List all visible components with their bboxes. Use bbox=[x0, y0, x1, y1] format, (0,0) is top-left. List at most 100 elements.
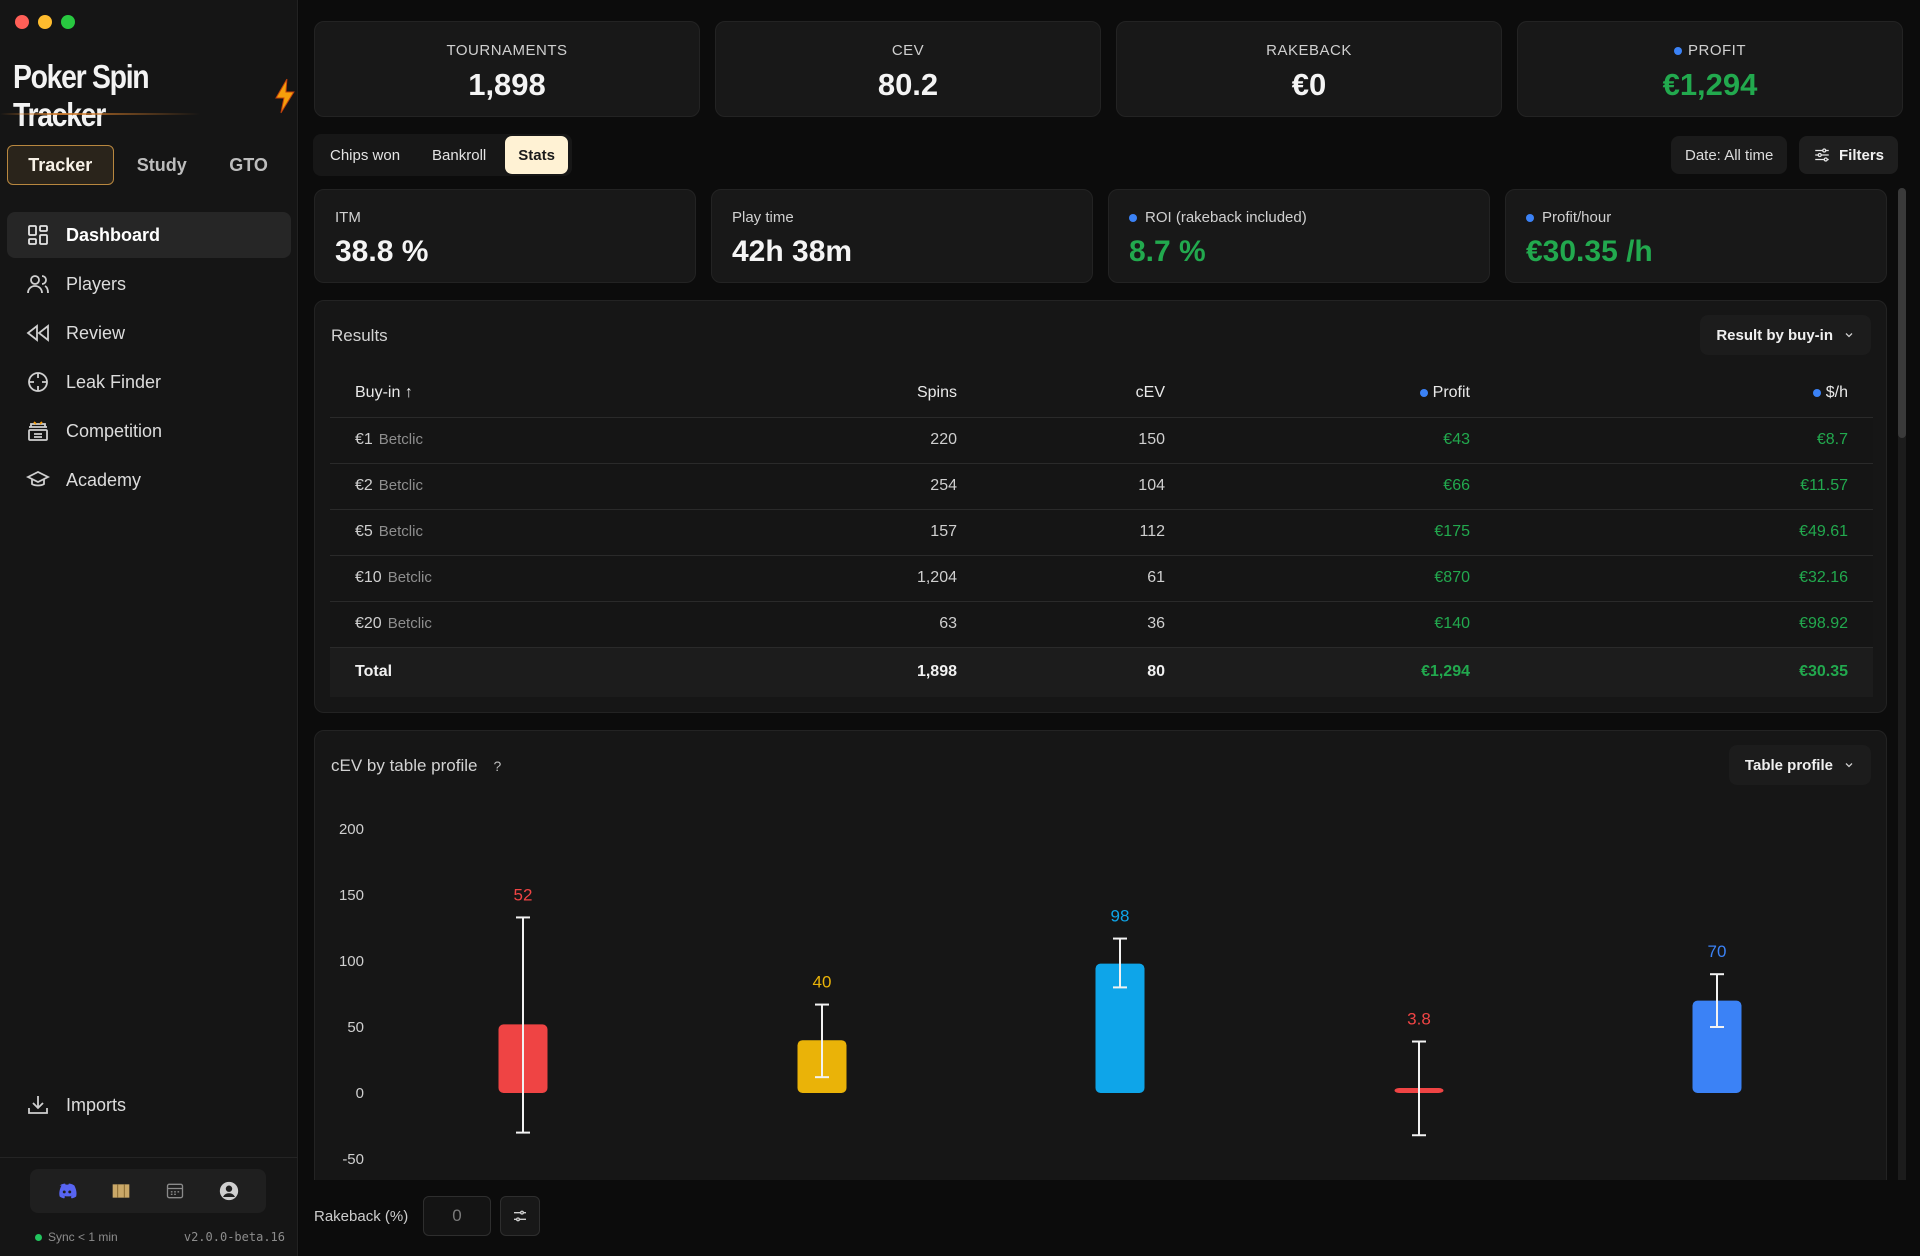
account-icon[interactable] bbox=[217, 1179, 241, 1203]
stat-card-itm: ITM 38.8 % bbox=[314, 189, 696, 283]
users-icon bbox=[27, 275, 49, 294]
stat-label-text: ROI (rakeback included) bbox=[1145, 209, 1307, 226]
cell-profit: €1,294 bbox=[1190, 646, 1495, 697]
imports-section: Imports bbox=[7, 1082, 291, 1131]
sidebar-item-players[interactable]: Players bbox=[7, 261, 291, 307]
col-profit-header[interactable]: Profit bbox=[1190, 369, 1495, 417]
cev-value-label: 3.8 bbox=[1407, 1010, 1431, 1029]
stat-label: ITM bbox=[335, 209, 361, 226]
table-row[interactable]: €2 Betclic 254 104 €66 €11.57 bbox=[330, 462, 1873, 509]
sidebar: Poker Spin Tracker Tracker Study GTO Das… bbox=[0, 0, 298, 1256]
result-by-dropdown[interactable]: Result by buy-in bbox=[1700, 315, 1871, 355]
col-buyin-header[interactable]: Buy-in ↑ bbox=[330, 369, 690, 417]
table-profile-dropdown[interactable]: Table profile bbox=[1728, 745, 1871, 785]
rakeback-settings-button[interactable] bbox=[500, 1196, 540, 1236]
cell-spins: 63 bbox=[690, 600, 982, 647]
minimize-window-button[interactable] bbox=[38, 15, 52, 29]
cell-spins: 1,204 bbox=[690, 554, 982, 601]
calendar-icon[interactable] bbox=[163, 1179, 187, 1203]
cev-value-label: 70 bbox=[1708, 942, 1727, 961]
version-label: v2.0.0-beta.16 bbox=[183, 1230, 285, 1244]
scrollbar[interactable] bbox=[1898, 188, 1906, 1188]
sidebar-item-label: Imports bbox=[66, 1094, 127, 1115]
sidebar-item-dashboard[interactable]: Dashboard bbox=[7, 212, 291, 258]
tab-tracker[interactable]: Tracker bbox=[7, 145, 114, 185]
buyin-amount: €1 bbox=[355, 431, 373, 448]
col-spins-header[interactable]: Spins bbox=[916, 383, 957, 401]
filters-label: Filters bbox=[1839, 146, 1885, 164]
graduation-cap-icon bbox=[26, 470, 50, 487]
site-name: Betclic bbox=[387, 569, 432, 586]
help-icon[interactable]: ? bbox=[493, 758, 502, 774]
kpi-label: CEV bbox=[891, 42, 925, 59]
blue-dot-icon bbox=[1813, 388, 1822, 397]
sidebar-item-label: Competition bbox=[66, 420, 163, 441]
tab-stats[interactable]: Stats bbox=[505, 136, 568, 174]
col-perhour-header[interactable]: $/h bbox=[1495, 369, 1873, 417]
tab-study[interactable]: Study bbox=[136, 154, 187, 175]
stat-label: ROI (rakeback included) bbox=[1129, 209, 1489, 226]
y-tick-label: -50 bbox=[342, 1151, 364, 1168]
sidebar-item-leak-finder[interactable]: Leak Finder bbox=[7, 359, 291, 405]
rakeback-input[interactable] bbox=[423, 1196, 491, 1236]
dropdown-label: Result by buy-in bbox=[1716, 326, 1833, 344]
cell-profit: €43 bbox=[1190, 416, 1495, 463]
col-cev-header[interactable]: cEV bbox=[1135, 383, 1165, 401]
blue-dot-icon bbox=[1420, 388, 1429, 397]
kpi-value: €0 bbox=[1291, 67, 1327, 102]
discord-icon[interactable] bbox=[55, 1179, 79, 1203]
kpi-value: 1,898 bbox=[468, 67, 546, 102]
kpi-card-tournaments: TOURNAMENTS 1,898 bbox=[314, 21, 700, 117]
brand: Poker Spin Tracker bbox=[13, 58, 297, 134]
date-filter-label: Date: All time bbox=[1685, 146, 1774, 164]
divider bbox=[0, 1157, 298, 1158]
y-tick-label: 50 bbox=[347, 1019, 364, 1036]
sidebar-item-label: Players bbox=[66, 273, 127, 294]
date-filter-button[interactable]: Date: All time bbox=[1671, 136, 1788, 174]
cell-cev: 104 bbox=[982, 462, 1190, 509]
kpi-card-cev: CEV 80.2 bbox=[715, 21, 1101, 117]
results-title: Results bbox=[331, 326, 388, 345]
results-card: Results Result by buy-in Buy-in ↑ Spins … bbox=[314, 300, 1887, 713]
tab-gto[interactable]: GTO bbox=[229, 154, 268, 175]
cell-perhour: €98.92 bbox=[1495, 600, 1873, 647]
chevron-down-icon bbox=[1845, 763, 1853, 768]
kpi-card-rakeback: RAKEBACK €0 bbox=[1116, 21, 1502, 117]
blue-dot-icon bbox=[1674, 46, 1682, 55]
sidebar-item-imports[interactable]: Imports bbox=[7, 1082, 291, 1128]
table-row[interactable]: €1 Betclic 220 150 €43 €8.7 bbox=[330, 416, 1873, 463]
table-row[interactable]: €5 Betclic 157 112 €175 €49.61 bbox=[330, 508, 1873, 555]
map-icon[interactable] bbox=[109, 1179, 133, 1203]
filters-button[interactable]: Filters bbox=[1799, 136, 1899, 174]
download-icon bbox=[28, 1096, 48, 1114]
close-window-button[interactable] bbox=[15, 15, 29, 29]
stat-label: Profit/hour bbox=[1526, 209, 1886, 226]
cell-spins: 157 bbox=[690, 508, 982, 555]
site-name: Betclic bbox=[387, 615, 432, 632]
tab-bankroll[interactable]: Bankroll bbox=[432, 146, 487, 164]
table-row[interactable]: €20 Betclic 63 36 €140 €98.92 bbox=[330, 600, 1873, 647]
zoom-window-button[interactable] bbox=[61, 15, 75, 29]
sync-status: Sync < 1 min bbox=[35, 1230, 118, 1244]
stat-card-profit-hour: Profit/hour €30.35 /h bbox=[1505, 189, 1887, 283]
sync-text: Sync < 1 min bbox=[48, 1230, 118, 1244]
site-name: Betclic bbox=[378, 477, 423, 494]
cev-bar bbox=[1095, 963, 1145, 1093]
scrollbar-thumb[interactable] bbox=[1898, 188, 1906, 438]
cell-perhour: €11.57 bbox=[1495, 462, 1873, 509]
sliders-icon bbox=[514, 1210, 526, 1222]
table-row[interactable]: €10 Betclic 1,204 61 €870 €32.16 bbox=[330, 554, 1873, 601]
sidebar-item-academy[interactable]: Academy bbox=[7, 457, 291, 503]
kpi-value: €1,294 bbox=[1662, 67, 1758, 102]
tab-chips-won[interactable]: Chips won bbox=[330, 146, 401, 164]
view-tabs: Chips won Bankroll Stats bbox=[313, 134, 572, 176]
sidebar-item-review[interactable]: Review bbox=[7, 310, 291, 356]
y-tick-label: 150 bbox=[339, 887, 364, 904]
cell-cev: 61 bbox=[982, 554, 1190, 601]
stat-card-roi: ROI (rakeback included) 8.7 % bbox=[1108, 189, 1490, 283]
cell-buyin: €10 Betclic bbox=[330, 554, 690, 601]
stat-value: 38.8 % bbox=[335, 235, 429, 268]
sidebar-item-competition[interactable]: Competition bbox=[7, 408, 291, 454]
dashboard-icon bbox=[28, 225, 48, 245]
cev-chart-card: cEV by table profile ? Table profile 200… bbox=[314, 730, 1887, 1190]
